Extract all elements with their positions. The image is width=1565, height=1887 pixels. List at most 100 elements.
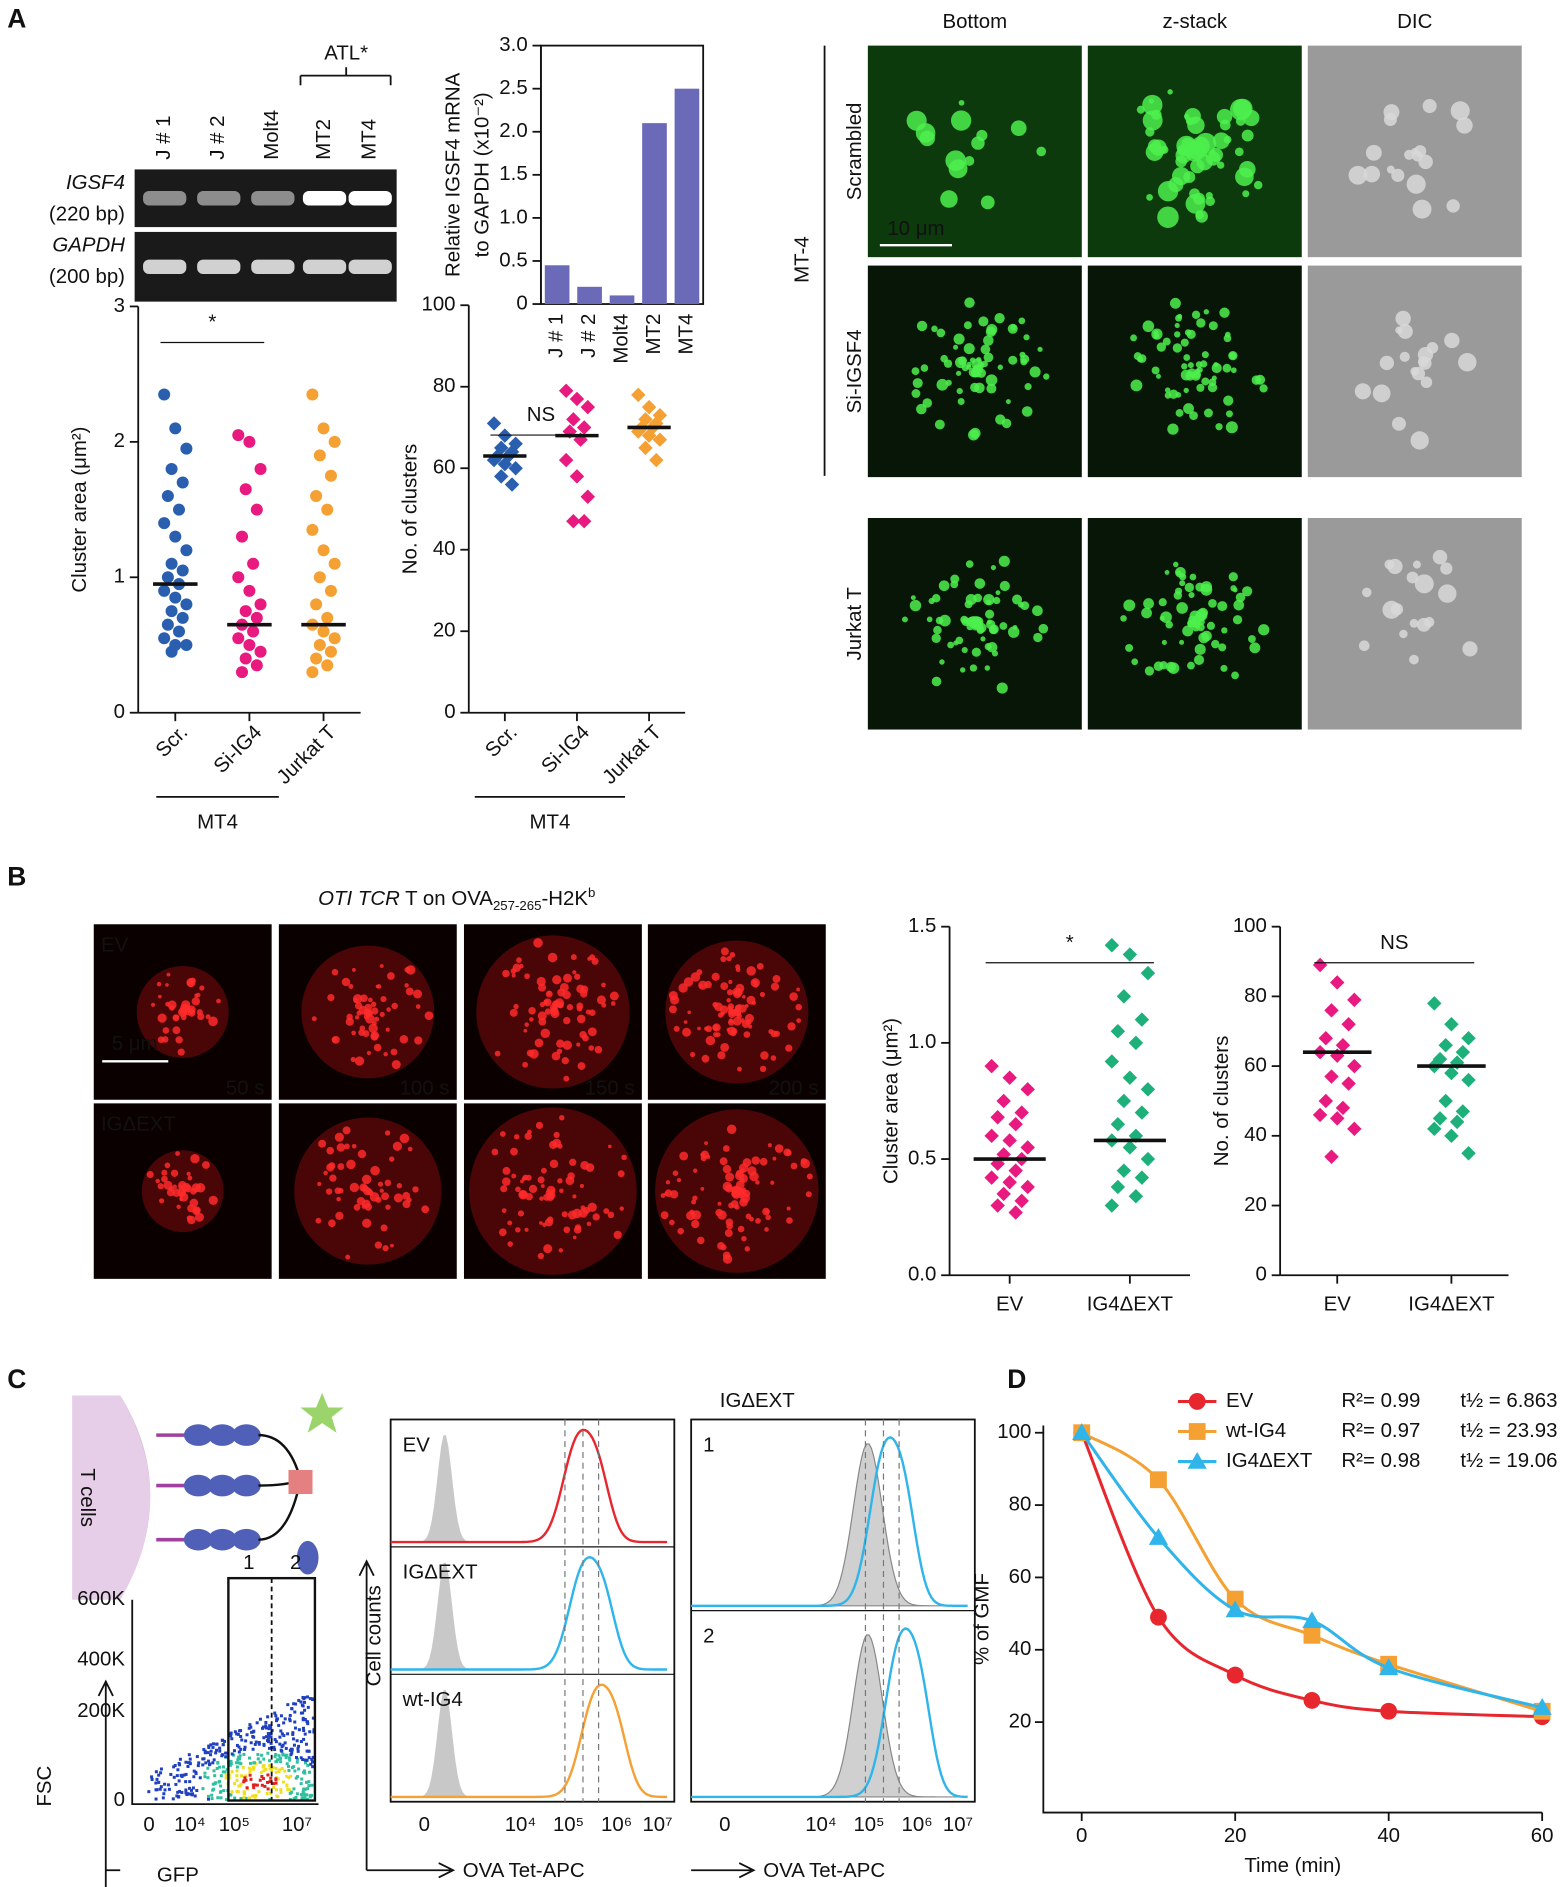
y-axis-label: No. of clusters [1211, 1036, 1233, 1167]
cluster-spot [931, 325, 938, 333]
cluster-spot [738, 1163, 749, 1173]
cluster-spot [156, 981, 162, 987]
cluster-spot [909, 599, 922, 612]
data-point [1122, 1070, 1138, 1085]
y-tick-label: 2 [114, 430, 125, 452]
event [253, 1795, 257, 1799]
cluster-spot [969, 664, 978, 672]
cluster-spot [196, 1009, 203, 1016]
marker [1225, 1600, 1245, 1618]
cluster-spot [1219, 119, 1231, 131]
cell-texture [1399, 351, 1410, 362]
cluster-spot [519, 963, 524, 969]
data-point [1116, 989, 1132, 1004]
cluster-spot [349, 1182, 360, 1193]
event [240, 1738, 244, 1742]
cluster-spot [205, 1014, 211, 1020]
cluster-spot [1183, 354, 1191, 361]
cluster-spot [507, 1241, 514, 1247]
cluster-spot [526, 1049, 534, 1057]
cluster-spot [1144, 666, 1155, 676]
cluster-spot [1201, 630, 1212, 642]
y-tick-label: 20 [1244, 1194, 1267, 1216]
histogram [691, 1436, 968, 1608]
data-point [638, 440, 653, 456]
cluster-spot [375, 984, 380, 989]
y-tick-label: 100 [421, 294, 455, 316]
cluster-spot [725, 1172, 735, 1182]
event [179, 1773, 183, 1777]
cluster-spot [1187, 116, 1205, 134]
event [286, 1764, 290, 1768]
event [215, 1766, 219, 1770]
event [296, 1757, 300, 1761]
event [266, 1787, 270, 1791]
data-point [1002, 1133, 1017, 1148]
data-point [1134, 1170, 1150, 1185]
cell-texture [1387, 558, 1403, 575]
lane-label: Molt4 [261, 110, 283, 160]
x-tick-label: J # 2 [578, 314, 600, 358]
time-label: 100 s [400, 1077, 450, 1099]
data-point [313, 571, 326, 584]
event [305, 1780, 309, 1784]
event [266, 1715, 270, 1719]
cluster-spot [165, 983, 169, 987]
event [299, 1740, 303, 1744]
cluster-spot [362, 1218, 372, 1228]
cluster-spot [524, 1227, 529, 1232]
data-point [1002, 1070, 1017, 1085]
cluster-spot [374, 1241, 383, 1249]
cluster-spot [342, 1126, 351, 1135]
event [229, 1734, 233, 1738]
y-tick-label: 0.0 [908, 1264, 936, 1286]
title-part: b [588, 885, 595, 900]
domain [183, 1424, 213, 1446]
event [284, 1755, 288, 1759]
event [201, 1787, 205, 1791]
event [292, 1702, 296, 1706]
cluster-spot [1189, 411, 1198, 421]
cluster-spot [596, 995, 606, 1005]
cluster-spot [592, 1213, 600, 1221]
marker [1150, 1608, 1167, 1626]
cluster-spot [515, 1227, 521, 1233]
x-tick-label: MT4 [675, 314, 697, 355]
cluster-spot [1131, 658, 1139, 666]
cluster-spot [385, 1027, 390, 1032]
event [281, 1780, 285, 1784]
cluster-spot [577, 1062, 586, 1070]
cluster-spot [720, 955, 727, 963]
event [237, 1745, 241, 1749]
cluster-spot [587, 1027, 597, 1037]
cluster-spot [166, 972, 171, 977]
row-label: IGΔEXT [403, 1562, 478, 1584]
event [269, 1735, 273, 1739]
cluster-spot [187, 1175, 193, 1181]
event [219, 1796, 223, 1800]
cluster-spot [609, 991, 619, 1001]
cell-texture [1422, 98, 1437, 114]
cluster-spot [970, 382, 980, 393]
cluster-spot [728, 1202, 735, 1209]
data-point [172, 625, 186, 638]
cluster-spot [774, 1144, 784, 1153]
cluster-spot [407, 1146, 413, 1152]
cluster-spot [557, 1178, 563, 1184]
cell-texture [1391, 416, 1406, 431]
row-label: 1 [703, 1434, 714, 1456]
data-point [158, 584, 171, 597]
domain [231, 1474, 261, 1497]
data-point [243, 584, 256, 597]
data-point [1128, 1035, 1144, 1051]
cluster-spot [1167, 423, 1179, 435]
data-point [1335, 1100, 1351, 1116]
event [201, 1757, 205, 1761]
event [257, 1742, 261, 1746]
event [295, 1760, 299, 1764]
event [201, 1763, 205, 1767]
column-header: z-stack [1162, 11, 1227, 33]
scaffold [288, 1469, 313, 1495]
cluster-spot [971, 136, 985, 150]
y-tick-label: 60 [433, 457, 456, 479]
